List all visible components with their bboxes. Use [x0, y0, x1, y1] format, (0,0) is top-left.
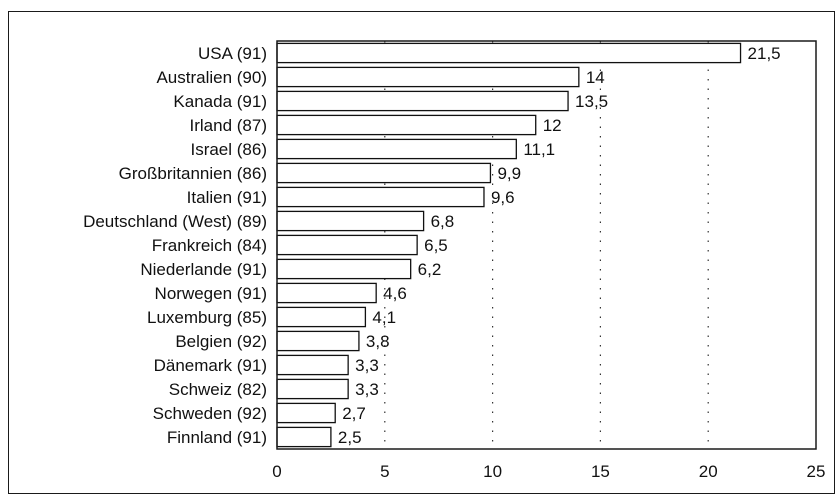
- value-label: 6,2: [418, 260, 442, 279]
- x-tick-label: 20: [699, 462, 718, 481]
- value-label: 11,1: [523, 140, 555, 159]
- value-label: 4,6: [383, 284, 407, 303]
- category-label: Großbritannien (86): [119, 164, 267, 183]
- category-label: Irland (87): [190, 116, 267, 135]
- bar: [276, 186, 485, 208]
- bar: [276, 402, 336, 424]
- category-label: Australien (90): [156, 68, 267, 87]
- category-label: Italien (91): [187, 188, 267, 207]
- category-label: Dänemark (91): [154, 356, 267, 375]
- value-label: 4,1: [372, 308, 396, 327]
- category-label: Belgien (92): [175, 332, 267, 351]
- category-label: Schweden (92): [153, 404, 267, 423]
- value-label: 6,5: [424, 236, 448, 255]
- category-label: Finnland (91): [167, 428, 267, 447]
- bar: [276, 306, 367, 328]
- value-label: 14: [586, 68, 605, 87]
- x-tick-label: 10: [483, 462, 502, 481]
- value-label: 2,5: [338, 428, 362, 447]
- category-label: Israel (86): [190, 140, 267, 159]
- bar: [276, 330, 360, 352]
- value-label: 9,9: [497, 164, 521, 183]
- value-labels: 21,5 14 13,5 12 11,19,9 9,6 6,8 6,5 6,2 4,6 4,1 3,8…: [338, 44, 781, 447]
- category-label: USA (91): [198, 44, 267, 63]
- value-label: 6,8: [431, 212, 455, 231]
- value-label: 13,5: [575, 92, 608, 111]
- bar: [276, 90, 569, 112]
- bar: [276, 42, 742, 64]
- x-tick-label: 25: [807, 462, 826, 481]
- bar: [276, 258, 412, 280]
- value-label: 9,6: [491, 188, 515, 207]
- x-axis-ticks: 0 5 10 15 20 25: [272, 462, 825, 481]
- category-label: Schweiz (82): [169, 380, 267, 399]
- category-label: Deutschland (West) (89): [83, 212, 267, 231]
- bar: [276, 426, 332, 448]
- category-label: Luxemburg (85): [147, 308, 267, 327]
- category-label: Niederlande (91): [140, 260, 267, 279]
- plot-area-border: [276, 40, 817, 450]
- value-label: 3,3: [355, 356, 379, 375]
- value-label: 3,3: [355, 380, 379, 399]
- bar: [276, 354, 349, 376]
- value-label: 12: [543, 116, 562, 135]
- chart-frame: [8, 11, 835, 494]
- category-label: Frankreich (84): [152, 236, 267, 255]
- bar: [276, 66, 580, 88]
- category-label: Norwegen (91): [155, 284, 267, 303]
- value-label: 2,7: [342, 404, 366, 423]
- bar: [276, 210, 425, 232]
- bar: [276, 378, 349, 400]
- value-label: 3,8: [366, 332, 390, 351]
- bar: [276, 282, 377, 304]
- bar: [276, 138, 517, 160]
- bar: [276, 234, 418, 256]
- value-label: 21,5: [748, 44, 781, 63]
- x-tick-label: 15: [591, 462, 610, 481]
- category-labels: USA (91) Australien (90) Kanada (91) Irland…: [83, 44, 267, 447]
- category-label: Kanada (91): [173, 92, 267, 111]
- bars: [276, 42, 742, 448]
- x-tick-label: 5: [380, 462, 389, 481]
- bar: [276, 114, 537, 136]
- x-tick-label: 0: [272, 462, 281, 481]
- bar: [276, 162, 492, 184]
